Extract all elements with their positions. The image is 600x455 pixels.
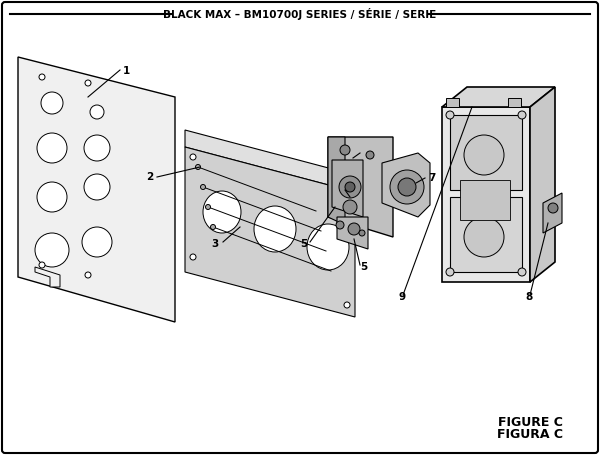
Circle shape — [446, 111, 454, 119]
Text: 1: 1 — [123, 66, 130, 76]
Circle shape — [345, 182, 355, 192]
Circle shape — [464, 217, 504, 257]
Bar — [460, 180, 510, 220]
Polygon shape — [530, 87, 555, 282]
Circle shape — [340, 145, 350, 155]
Circle shape — [84, 174, 110, 200]
Circle shape — [344, 302, 350, 308]
Circle shape — [200, 184, 205, 189]
Text: 5: 5 — [300, 239, 307, 249]
Ellipse shape — [254, 206, 296, 252]
Circle shape — [37, 133, 67, 163]
Polygon shape — [382, 153, 430, 217]
Circle shape — [339, 176, 361, 198]
Circle shape — [90, 105, 104, 119]
Circle shape — [82, 227, 112, 257]
Polygon shape — [450, 115, 522, 190]
Circle shape — [39, 262, 45, 268]
Text: BLACK MAX – BM10700J SERIES / SÉRIE / SERIE: BLACK MAX – BM10700J SERIES / SÉRIE / SE… — [163, 8, 437, 20]
Polygon shape — [185, 147, 355, 317]
Bar — [508, 98, 521, 107]
Text: 4: 4 — [340, 194, 347, 204]
Text: 9: 9 — [398, 292, 406, 302]
Text: 5: 5 — [360, 262, 367, 272]
Circle shape — [464, 135, 504, 175]
Ellipse shape — [307, 224, 349, 270]
Polygon shape — [442, 107, 530, 282]
Circle shape — [446, 268, 454, 276]
Polygon shape — [543, 193, 562, 233]
Circle shape — [344, 179, 350, 185]
Text: FIGURE C: FIGURE C — [497, 416, 562, 430]
Circle shape — [348, 223, 360, 235]
Polygon shape — [35, 267, 60, 287]
Text: 7: 7 — [428, 173, 436, 183]
Circle shape — [398, 178, 416, 196]
Polygon shape — [450, 197, 522, 272]
Circle shape — [336, 221, 344, 229]
Text: 2: 2 — [146, 172, 153, 182]
Circle shape — [85, 272, 91, 278]
Text: FIGURA C: FIGURA C — [497, 429, 563, 441]
Circle shape — [196, 165, 200, 170]
Circle shape — [190, 154, 196, 160]
Circle shape — [37, 182, 67, 212]
Polygon shape — [328, 137, 345, 225]
Circle shape — [518, 268, 526, 276]
Circle shape — [366, 151, 374, 159]
Ellipse shape — [203, 191, 241, 233]
Polygon shape — [332, 160, 363, 217]
Polygon shape — [185, 130, 355, 192]
Circle shape — [190, 254, 196, 260]
Circle shape — [211, 224, 215, 229]
Circle shape — [390, 170, 424, 204]
Circle shape — [41, 92, 63, 114]
Circle shape — [205, 204, 211, 209]
Polygon shape — [328, 137, 393, 237]
Polygon shape — [18, 57, 175, 322]
Polygon shape — [442, 87, 555, 107]
Bar — [446, 98, 459, 107]
Circle shape — [518, 111, 526, 119]
Circle shape — [85, 80, 91, 86]
Text: 3: 3 — [212, 239, 219, 249]
Text: 6: 6 — [343, 155, 350, 165]
Circle shape — [39, 74, 45, 80]
Circle shape — [359, 230, 365, 236]
Polygon shape — [337, 217, 368, 249]
Circle shape — [84, 135, 110, 161]
Circle shape — [548, 203, 558, 213]
Text: 8: 8 — [526, 292, 533, 302]
Circle shape — [343, 200, 357, 214]
Circle shape — [35, 233, 69, 267]
